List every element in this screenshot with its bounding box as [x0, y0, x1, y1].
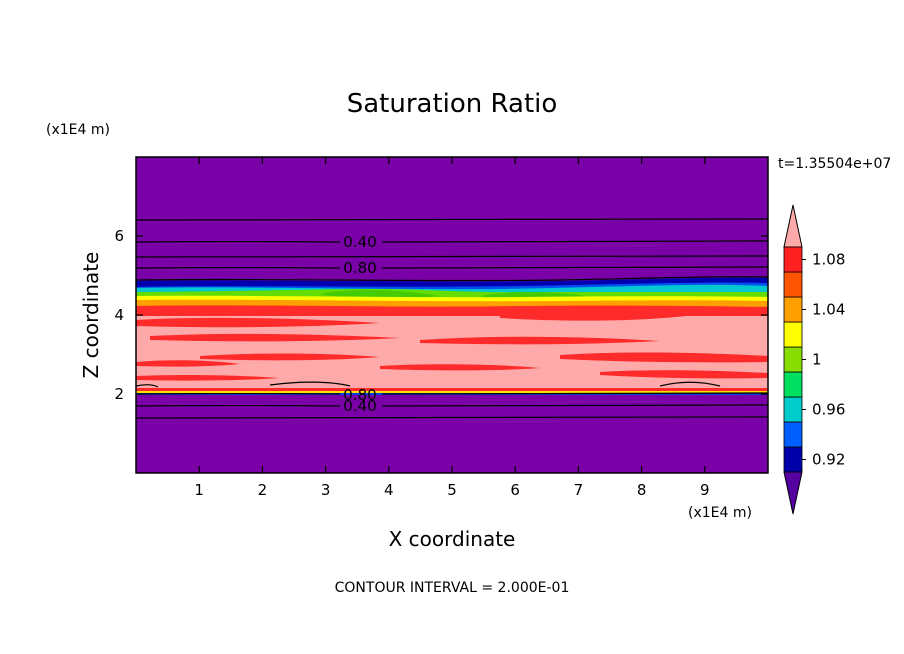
red-streak	[420, 336, 660, 345]
band-lower-yellow	[136, 391, 768, 393]
band-green-patch	[320, 290, 440, 299]
x-tick-label: 6	[510, 481, 520, 499]
x-tick-label: 9	[700, 481, 710, 499]
colorbar-swatch	[783, 296, 803, 323]
contour-label: 0.80	[343, 259, 376, 277]
x-axis: 1 2 3 4 5 6 7 8 9	[194, 157, 710, 499]
contour-line	[269, 381, 351, 387]
colorbar-label: 1	[812, 351, 822, 369]
colorbar-swatch	[783, 321, 803, 348]
colorbar-label: 1.08	[812, 251, 845, 269]
red-streak	[560, 352, 768, 363]
contour-line	[136, 404, 768, 407]
y-tick-label: 6	[114, 227, 124, 245]
plot-area	[136, 157, 768, 473]
contour-label: 0.40	[343, 397, 376, 415]
y-tick-label: 2	[114, 385, 124, 403]
colorbar-label: 0.92	[812, 451, 845, 469]
red-streak	[200, 353, 380, 361]
y-units-label: (x1E4 m)	[46, 122, 110, 138]
x-tick-label: 8	[637, 481, 647, 499]
x-tick-label: 3	[321, 481, 331, 499]
contour-line	[136, 266, 768, 269]
red-streak	[136, 374, 280, 381]
colorbar-swatch	[783, 446, 803, 473]
x-tick-label: 1	[194, 481, 204, 499]
x-axis-label: X coordinate	[389, 527, 516, 551]
contour-line	[136, 240, 768, 243]
contour-line	[136, 416, 768, 419]
x-tick-label: 2	[258, 481, 268, 499]
red-streak	[500, 308, 700, 321]
colorbar-swatch	[783, 396, 803, 423]
y-axis-label: Z coordinate	[79, 252, 103, 379]
contour-label: 0.40	[343, 233, 376, 251]
x-tick-label: 5	[447, 481, 457, 499]
colorbar-swatch	[783, 421, 803, 448]
contour-line	[136, 276, 768, 282]
contour-line	[136, 384, 159, 388]
colorbar-label: 0.96	[812, 401, 845, 419]
colorbar-extend-top	[783, 204, 803, 248]
red-streak	[380, 364, 540, 371]
band-deep-blue-edge	[136, 277, 768, 287]
colorbar-swatch	[783, 246, 803, 273]
contour-lines	[136, 218, 768, 419]
chart-title: Saturation Ratio	[347, 89, 558, 119]
red-streak	[136, 360, 240, 367]
contour-line	[136, 392, 768, 395]
red-streak	[600, 370, 768, 379]
colorbar-swatch	[783, 271, 803, 298]
band-lower-red	[136, 388, 768, 391]
x-tick-label: 7	[574, 481, 584, 499]
contour-line	[659, 381, 721, 387]
contour-line	[136, 218, 768, 221]
contour-interval-note: CONTOUR INTERVAL = 2.000E-01	[335, 580, 570, 596]
x-units-label: (x1E4 m)	[688, 505, 752, 521]
red-streak	[150, 333, 400, 342]
colorbar-extend-bottom	[783, 471, 803, 515]
x-tick-label: 4	[384, 481, 394, 499]
colorbar-swatch	[783, 371, 803, 398]
colorbar-swatch	[783, 346, 803, 373]
contour-line	[136, 255, 768, 258]
colorbar: 0.92 0.96 1 1.04 1.08	[783, 204, 845, 515]
time-label: t=1.35504e+07	[778, 156, 891, 172]
red-streak	[136, 317, 380, 328]
contour-label: 0.80	[343, 386, 376, 404]
colorbar-label: 1.04	[812, 301, 845, 319]
y-axis: 2 4 6	[114, 227, 768, 403]
y-tick-label: 4	[114, 306, 124, 324]
